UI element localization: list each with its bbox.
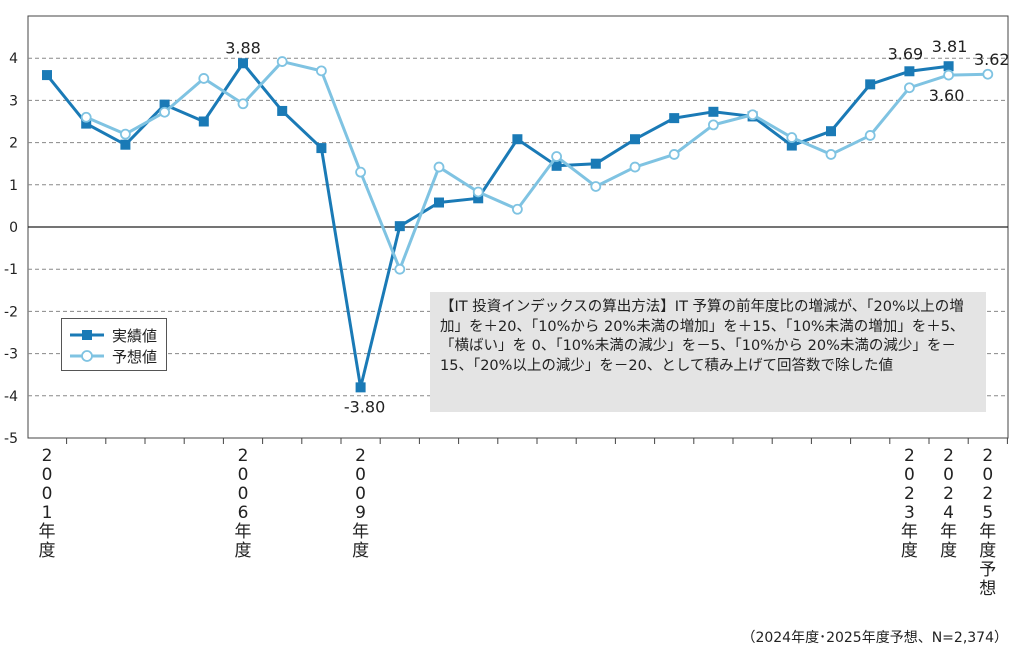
legend-label-forecast: 予想値 xyxy=(112,348,158,366)
y-tick-label: -4 xyxy=(4,389,18,405)
data-label: 3.88 xyxy=(225,38,261,57)
legend-marker-square xyxy=(70,330,104,340)
data-point-circle xyxy=(159,106,171,118)
y-tick-label: 3 xyxy=(9,93,18,109)
series-line xyxy=(85,60,988,271)
data-point-square xyxy=(473,193,484,204)
data-point-square xyxy=(120,139,131,150)
data-label: 3.81 xyxy=(932,37,968,56)
data-point-circle xyxy=(943,69,954,81)
y-tick-label: 0 xyxy=(9,220,18,236)
data-point-circle xyxy=(198,73,210,84)
data-point-circle xyxy=(590,181,602,192)
method-note: 【IT 投資インデックスの算出方法】IT 予算の前年度比の増減が、「20%以上の… xyxy=(430,292,986,412)
data-point-square xyxy=(551,160,562,171)
data-point-square xyxy=(355,382,366,393)
data-point-square xyxy=(277,105,288,116)
y-tick-label: 4 xyxy=(9,51,18,67)
data-point-circle xyxy=(708,119,719,131)
data-point-circle xyxy=(120,128,131,140)
data-point-circle xyxy=(355,166,367,178)
data-point-circle xyxy=(786,132,798,143)
series-lines xyxy=(42,56,994,393)
data-point-circle xyxy=(315,65,327,77)
series-line xyxy=(45,61,949,389)
data-point-square xyxy=(904,66,915,77)
data-point-circle xyxy=(433,161,445,173)
data-point-square xyxy=(81,118,92,129)
y-tick-label: -5 xyxy=(4,431,18,447)
data-point-square xyxy=(630,134,640,145)
legend-item-actual: 実績値 xyxy=(68,325,157,345)
data-point-circle xyxy=(864,130,876,141)
data-point-square xyxy=(943,61,954,72)
data-point-square xyxy=(708,106,719,117)
y-tick-label: -3 xyxy=(4,347,18,363)
data-label: 3.60 xyxy=(929,86,965,105)
data-point-square xyxy=(669,113,680,124)
data-label: 3.62 xyxy=(974,50,1010,69)
y-tick-label: 2 xyxy=(9,136,18,152)
data-point-circle xyxy=(551,151,562,162)
data-point-square xyxy=(198,116,209,127)
source-note: （2024年度･2025年度予想、N=2,374） xyxy=(741,630,1008,646)
data-point-circle xyxy=(629,161,641,173)
data-point-square xyxy=(159,99,170,110)
y-tick-label: -1 xyxy=(4,262,18,278)
x-axis-ticks xyxy=(66,438,1008,444)
data-point-square xyxy=(42,70,52,81)
data-point-square xyxy=(590,158,601,169)
data-point-circle xyxy=(394,263,406,275)
data-label: 3.69 xyxy=(888,44,924,63)
data-point-circle xyxy=(80,111,92,123)
data-labels: 3.88 -3.80 3.69 3.81 3.60 3.62 xyxy=(225,37,1009,416)
data-point-square xyxy=(316,143,327,154)
legend-marker-circle xyxy=(70,350,104,362)
data-point-square xyxy=(512,134,523,145)
data-point-circle xyxy=(237,98,249,110)
series-actual xyxy=(42,58,954,393)
data-point-circle xyxy=(512,203,523,215)
series-forecast xyxy=(80,56,994,275)
data-point-circle xyxy=(747,109,758,121)
data-point-square xyxy=(865,79,876,90)
y-tick-label: 1 xyxy=(9,178,18,194)
legend-item-forecast: 予想値 xyxy=(68,346,157,366)
legend: 実績値 予想値 xyxy=(61,318,167,371)
data-point-circle xyxy=(276,56,288,67)
data-point-square xyxy=(786,140,797,151)
y-axis-ticks: 4 3 2 1 0 -1 -2 -3 -4 -5 xyxy=(4,51,18,447)
legend-label-actual: 実績値 xyxy=(112,327,158,345)
data-point-circle xyxy=(904,82,915,94)
data-point-circle xyxy=(825,149,837,160)
data-label: -3.80 xyxy=(344,397,385,416)
data-point-circle xyxy=(472,186,484,198)
data-point-square xyxy=(394,221,405,232)
data-point-circle xyxy=(668,149,680,160)
y-tick-label: -2 xyxy=(4,304,18,320)
data-point-square xyxy=(238,58,248,69)
data-point-square xyxy=(826,126,836,137)
data-point-square xyxy=(434,197,444,208)
data-point-circle xyxy=(982,68,994,80)
